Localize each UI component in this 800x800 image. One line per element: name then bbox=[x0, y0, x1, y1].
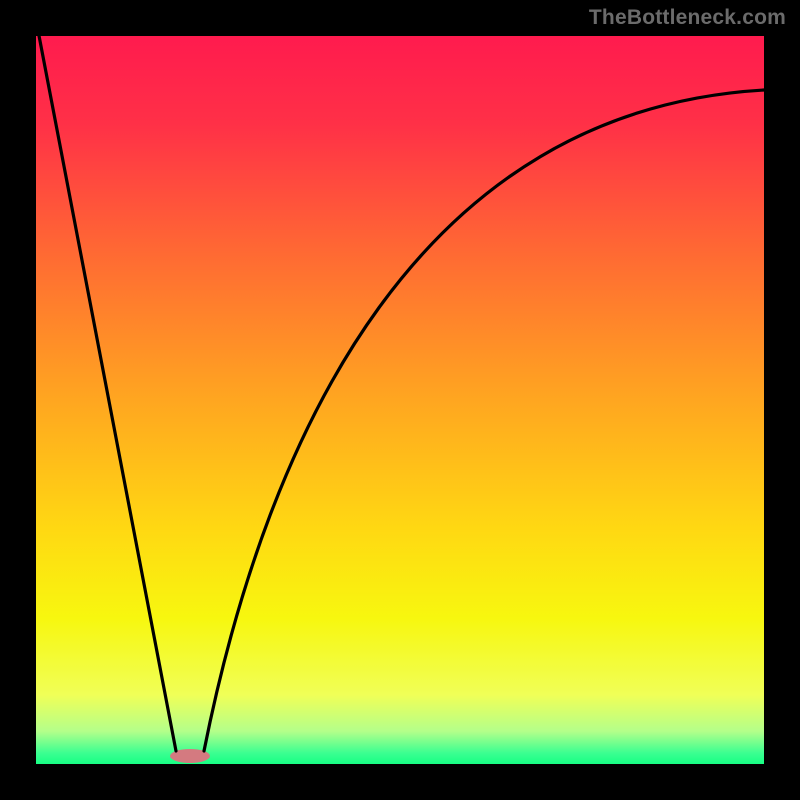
plot-background bbox=[36, 36, 764, 764]
bottleneck-chart bbox=[0, 0, 800, 800]
watermark-label: TheBottleneck.com bbox=[589, 6, 786, 30]
chart-canvas: TheBottleneck.com bbox=[0, 0, 800, 800]
